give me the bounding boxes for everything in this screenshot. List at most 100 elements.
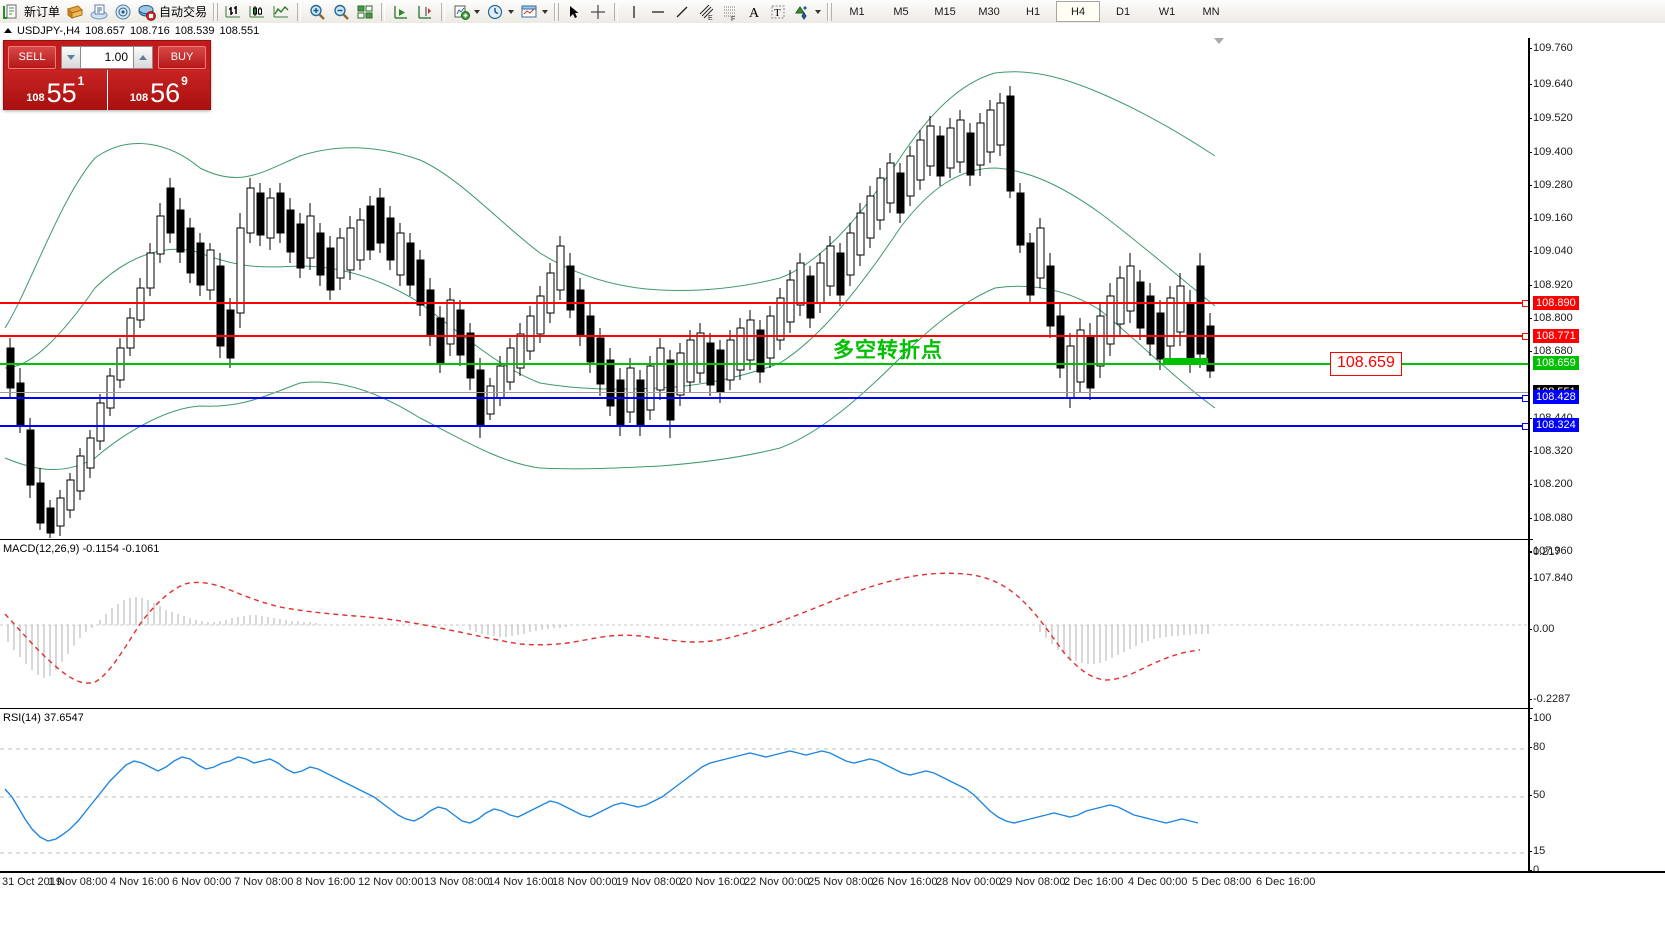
collapse-triangle-icon[interactable] bbox=[4, 28, 12, 33]
line-chart-button[interactable] bbox=[269, 1, 293, 22]
xtick-16: 29 Nov 08:00 bbox=[1000, 876, 1066, 888]
chart-shift-icon bbox=[416, 3, 434, 21]
trade-panel-header: SELL 1.00 BUY bbox=[4, 41, 210, 70]
zoom-in-icon bbox=[308, 3, 326, 21]
xtick-6: 12 Nov 00:00 bbox=[358, 876, 424, 888]
timeframe-h4[interactable]: H4 bbox=[1056, 1, 1101, 22]
rsi-tick-50: 50 bbox=[1527, 789, 1546, 801]
pricetag-support-2[interactable]: 108.324 bbox=[1533, 418, 1579, 432]
templates-chevron-down-icon[interactable] bbox=[542, 9, 549, 14]
autotrading-button[interactable]: 自动交易 bbox=[135, 1, 210, 22]
terminal-button[interactable] bbox=[87, 1, 111, 22]
timeframe-m5[interactable]: M5 bbox=[893, 5, 909, 18]
rsi-pane[interactable]: RSI(14) 37.6547 bbox=[0, 711, 1528, 871]
shapes-chevron-down-icon[interactable] bbox=[815, 9, 822, 14]
fibonacci-button[interactable]: F bbox=[718, 1, 742, 23]
toolbar-grip-1[interactable] bbox=[213, 2, 219, 21]
vline-button[interactable] bbox=[622, 1, 646, 22]
indicators-button[interactable] bbox=[449, 1, 483, 22]
templates-button[interactable] bbox=[517, 1, 551, 22]
zoom-in-button[interactable] bbox=[305, 1, 329, 22]
toolbar-grip-2[interactable] bbox=[554, 2, 560, 21]
pricetag-resistance-1[interactable]: 108.890 bbox=[1533, 296, 1579, 310]
price-axis-line bbox=[1528, 38, 1535, 871]
timeframe-mn[interactable]: MN bbox=[1202, 5, 1220, 18]
buy-button[interactable]: BUY bbox=[158, 45, 206, 69]
new-order-button[interactable]: 新订单 bbox=[0, 1, 63, 22]
price-pane[interactable]: 多空转折点 108.659 bbox=[0, 38, 1529, 538]
trendline-button[interactable] bbox=[670, 1, 694, 22]
hline-support-2[interactable] bbox=[0, 425, 1528, 427]
crosshair-button[interactable] bbox=[586, 1, 610, 22]
turning-point-annotation[interactable]: 多空转折点 bbox=[833, 339, 943, 362]
timeframe-m15[interactable]: M15 bbox=[934, 5, 956, 18]
xtick-3: 6 Nov 00:00 bbox=[172, 876, 232, 888]
tile-windows-button[interactable] bbox=[353, 1, 377, 22]
xtick-2: 4 Nov 16:00 bbox=[110, 876, 170, 888]
sell-button[interactable]: SELL bbox=[8, 45, 56, 69]
hline-last-price bbox=[0, 392, 1528, 393]
wallet-icon bbox=[66, 3, 84, 21]
text-button[interactable]: A bbox=[742, 1, 766, 22]
main-toolbar: 新订单 bbox=[0, 0, 1665, 24]
shapes-button[interactable] bbox=[790, 1, 824, 22]
wallet-button[interactable] bbox=[63, 1, 87, 22]
time-axis: 31 Oct 2019 1 Nov 08:00 4 Nov 16:00 6 No… bbox=[0, 871, 1665, 893]
sell-price-big: 55 bbox=[46, 78, 77, 108]
timeframe-d1[interactable]: D1 bbox=[1116, 5, 1131, 18]
chart-scroll-marker bbox=[1214, 38, 1224, 44]
rsi-tick-100: 100 bbox=[1527, 712, 1552, 724]
navigator-button[interactable] bbox=[111, 1, 135, 22]
auto-scroll-button[interactable] bbox=[389, 1, 413, 22]
equidistant-channel-button[interactable]: E bbox=[694, 1, 718, 22]
terminal-icon bbox=[90, 3, 108, 21]
hline-resistance-2[interactable] bbox=[0, 335, 1528, 337]
cursor-button[interactable] bbox=[562, 1, 586, 22]
chart-area[interactable]: 多空转折点 108.659 MACD(12,26,9) -0.1154 -0.1… bbox=[0, 38, 1665, 944]
hline-button[interactable] bbox=[646, 1, 670, 22]
svg-text:F: F bbox=[731, 16, 735, 21]
xtick-19: 5 Dec 08:00 bbox=[1192, 876, 1252, 888]
timeframe-h1[interactable]: H1 bbox=[1026, 5, 1041, 18]
pane-divider-1 bbox=[0, 539, 1533, 540]
hline-resistance-1[interactable] bbox=[0, 302, 1528, 304]
macd-tick-min: -0.2287 bbox=[1527, 693, 1571, 705]
sell-price-quote[interactable]: 108 55 1 bbox=[4, 70, 107, 110]
chart-shift-button[interactable] bbox=[413, 1, 437, 22]
candlestick-chart-button[interactable] bbox=[245, 1, 269, 22]
chevron-up-icon bbox=[139, 54, 147, 60]
macd-tick-max: 0.217 bbox=[1528, 546, 1561, 558]
cursor-icon bbox=[565, 3, 583, 21]
period-chevron-down-icon[interactable] bbox=[508, 9, 515, 14]
xtick-17: 2 Dec 16:00 bbox=[1064, 876, 1124, 888]
macd-pane[interactable]: MACD(12,26,9) -0.1154 -0.1061 bbox=[0, 542, 1528, 709]
bar-chart-button[interactable] bbox=[221, 1, 245, 22]
candlestick-chart-icon bbox=[248, 3, 266, 21]
pricetag-support-1[interactable]: 108.428 bbox=[1533, 390, 1579, 404]
toolbar-grip-3[interactable] bbox=[827, 2, 833, 21]
chevron-down-icon bbox=[67, 54, 75, 60]
timeframe-m30[interactable]: M30 bbox=[978, 5, 1000, 18]
zoom-out-button[interactable] bbox=[329, 1, 353, 22]
timeframe-w1[interactable]: W1 bbox=[1158, 5, 1176, 18]
lot-increment-button[interactable] bbox=[133, 45, 153, 69]
pricetag-resistance-2[interactable]: 108.771 bbox=[1533, 329, 1579, 343]
price-axis-labels[interactable]: 109.760 109.640 109.520 109.400 109.280 … bbox=[1527, 38, 1665, 876]
hline-support-1[interactable] bbox=[0, 397, 1528, 399]
buy-price-quote[interactable]: 108 56 9 bbox=[106, 70, 210, 110]
sell-price-prefix: 108 bbox=[26, 92, 45, 104]
lot-size-input[interactable]: 1.00 bbox=[81, 45, 133, 69]
period-button[interactable] bbox=[483, 1, 517, 22]
hline-pivot[interactable] bbox=[0, 363, 1528, 365]
fibonacci-icon: F bbox=[721, 3, 739, 23]
timeframe-m1[interactable]: M1 bbox=[849, 5, 865, 18]
lot-decrement-button[interactable] bbox=[61, 45, 81, 69]
one-click-trading-panel[interactable]: SELL 1.00 BUY 108 55 1 108 56 9 bbox=[3, 40, 211, 110]
lot-size-stepper[interactable]: 1.00 bbox=[61, 45, 153, 69]
pricetag-pivot[interactable]: 108.659 bbox=[1533, 356, 1579, 370]
ytick-109-280: 109.280 bbox=[1528, 179, 1573, 191]
indicators-chevron-down-icon[interactable] bbox=[474, 9, 481, 14]
text-label-button[interactable]: T bbox=[766, 1, 790, 22]
price-callout-box[interactable]: 108.659 bbox=[1330, 352, 1402, 376]
toolbar-separator-3 bbox=[441, 2, 446, 21]
